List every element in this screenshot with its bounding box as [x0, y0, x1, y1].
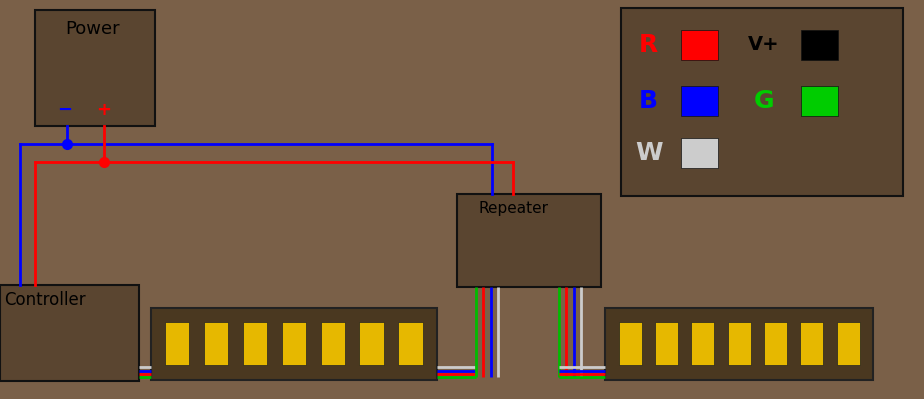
- Bar: [728, 322, 750, 365]
- FancyBboxPatch shape: [35, 10, 155, 126]
- Bar: [282, 322, 306, 365]
- Text: V+: V+: [748, 36, 780, 54]
- Bar: [321, 322, 345, 365]
- Bar: [681, 138, 718, 168]
- Text: G: G: [754, 89, 774, 113]
- FancyBboxPatch shape: [0, 285, 139, 381]
- Bar: [837, 322, 859, 365]
- Bar: [204, 322, 228, 365]
- Bar: [691, 322, 714, 365]
- Text: B: B: [639, 89, 658, 113]
- Text: Power: Power: [65, 20, 120, 38]
- Text: Controller: Controller: [5, 291, 86, 309]
- Bar: [398, 322, 422, 365]
- Text: −: −: [57, 101, 72, 119]
- Bar: [655, 322, 678, 365]
- Bar: [801, 30, 838, 60]
- FancyBboxPatch shape: [457, 194, 601, 287]
- FancyBboxPatch shape: [621, 8, 903, 196]
- Bar: [243, 322, 267, 365]
- Bar: [165, 322, 189, 365]
- Bar: [619, 322, 641, 365]
- Bar: [801, 86, 838, 116]
- FancyBboxPatch shape: [605, 308, 873, 380]
- Text: W: W: [635, 140, 663, 165]
- Bar: [681, 86, 718, 116]
- Bar: [359, 322, 383, 365]
- Text: Repeater: Repeater: [479, 201, 549, 217]
- Bar: [764, 322, 787, 365]
- Text: R: R: [639, 33, 658, 57]
- FancyBboxPatch shape: [151, 308, 437, 380]
- Bar: [681, 30, 718, 60]
- Text: +: +: [96, 101, 111, 119]
- Bar: [800, 322, 823, 365]
